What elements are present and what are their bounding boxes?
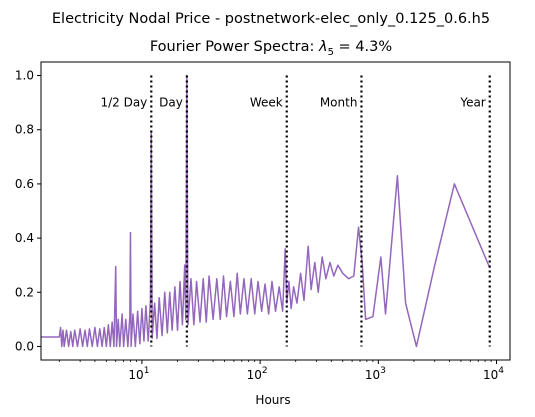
marker-label-3: Month: [320, 96, 358, 110]
y-tick-label-2: 0.4: [15, 231, 34, 245]
marker-label-0: 1/2 Day: [100, 96, 147, 110]
y-tick-label-0: 0.0: [15, 339, 34, 353]
x-axis-label: Hours: [255, 393, 290, 407]
x-tick-base-1: 10: [247, 368, 262, 382]
x-tick-base-0: 10: [128, 368, 143, 382]
chart-title: Electricity Nodal Price - postnetwork-el…: [52, 11, 490, 27]
series-line-0: [41, 74, 491, 348]
subtitle-subscript: 5: [328, 47, 334, 58]
chart-subtitle: Fourier Power Spectra: λ5 = 4.3%: [150, 39, 392, 58]
y-tick-label-4: 0.8: [15, 123, 34, 137]
y-tick-label-3: 0.6: [15, 177, 34, 191]
plot-area: 1/2 Day Day Week Month Year: [41, 74, 491, 348]
y-tick-label-1: 0.2: [15, 285, 34, 299]
subtitle-suffix: = 4.3%: [334, 39, 392, 55]
y-tick-label-5: 1.0: [15, 69, 34, 83]
marker-label-1: Day: [159, 96, 183, 110]
subtitle-prefix: Fourier Power Spectra:: [150, 39, 319, 55]
x-tick-base-2: 10: [365, 368, 380, 382]
x-tick-exp-1: 2: [262, 366, 268, 376]
x-tick-exp-3: 4: [498, 366, 504, 376]
x-tick-label-2: 103: [365, 366, 386, 382]
axes-frame: [40, 61, 511, 361]
x-tick-label-3: 104: [483, 366, 504, 382]
x-tick-exp-2: 3: [380, 366, 386, 376]
x-tick-label-1: 102: [247, 366, 268, 382]
x-tick-label-0: 101: [128, 366, 149, 382]
marker-label-2: Week: [250, 96, 283, 110]
x-tick-exp-0: 1: [144, 366, 150, 376]
subtitle-symbol: λ: [318, 39, 328, 55]
marker-label-4: Year: [459, 96, 485, 110]
x-tick-base-3: 10: [483, 368, 498, 382]
